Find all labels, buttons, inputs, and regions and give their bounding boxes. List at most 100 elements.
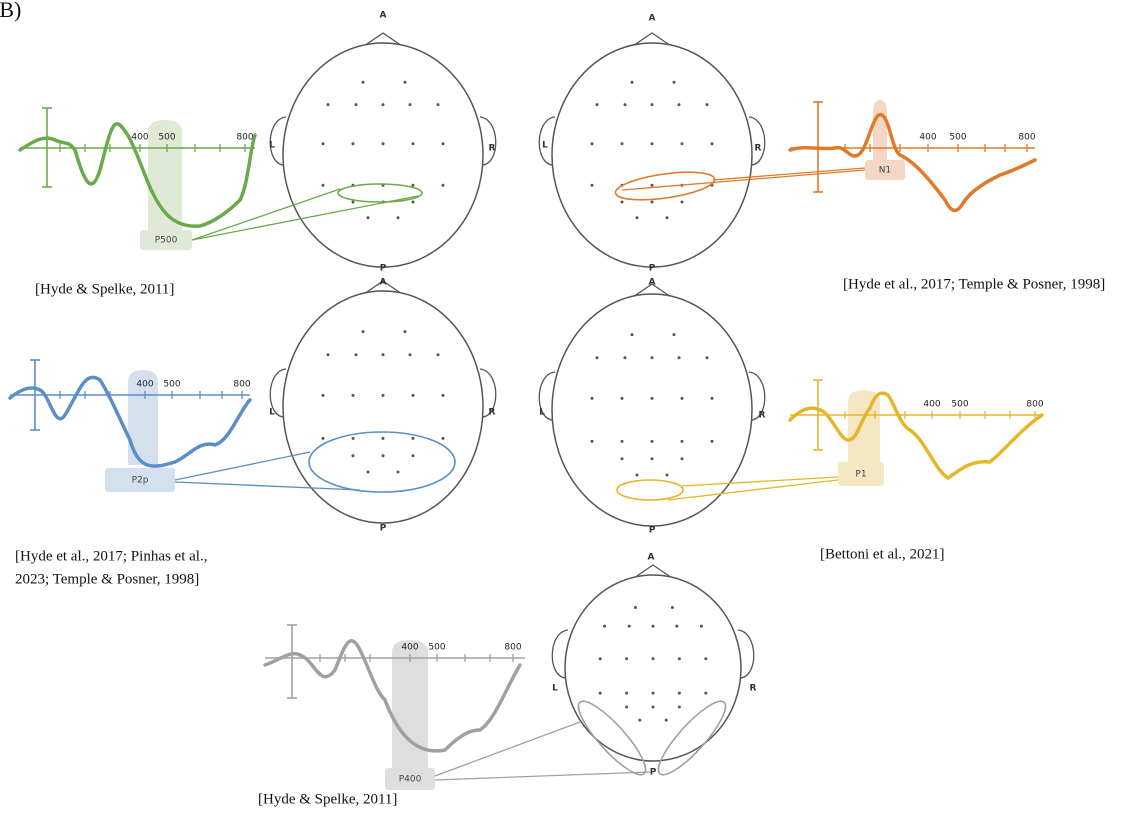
electrode (624, 356, 627, 359)
electrode (651, 103, 654, 106)
electrode (711, 440, 714, 443)
electrode (651, 184, 654, 187)
electrode (404, 81, 407, 84)
electrode (327, 103, 330, 106)
electrode (711, 397, 714, 400)
head (283, 43, 483, 267)
electrode (355, 353, 358, 356)
electrode (678, 356, 681, 359)
electrode (442, 437, 445, 440)
electrode (442, 142, 445, 145)
citation: [Hyde & Spelke, 2011] (35, 281, 174, 297)
panel: ALRP400500800P1[Bettoni et al., 2021] (539, 278, 1044, 563)
head-label: R (759, 411, 766, 421)
electrode (352, 201, 355, 204)
electrode (651, 457, 654, 460)
electrode (409, 353, 412, 356)
electrode (412, 454, 415, 457)
electrode (625, 657, 628, 660)
electrode (621, 142, 624, 145)
electrode (621, 201, 624, 204)
electrode (404, 330, 407, 333)
erp-waveform (790, 393, 1042, 478)
electrode (352, 394, 355, 397)
electrode (382, 437, 385, 440)
electrode (651, 142, 654, 145)
figure: (B) ALRP400500800P500[Hyde & Spelke, 201… (0, 0, 1145, 819)
electrode (327, 353, 330, 356)
citation: 2023; Temple & Posner, 1998] (15, 571, 199, 587)
head-label: P (380, 264, 387, 274)
head-label: A (649, 14, 656, 24)
electrode (412, 184, 415, 187)
electrode (412, 437, 415, 440)
page: {"figure_label": "(B)", "panels": [ {"co… (0, 0, 1145, 819)
electrode (651, 201, 654, 204)
tick-label: 800 (236, 133, 253, 143)
tick-label: 500 (158, 133, 175, 143)
head-label: L (552, 684, 558, 694)
head-label: A (380, 11, 387, 21)
citation: [Bettoni et al., 2021] (820, 546, 945, 562)
citation: [Hyde et al., 2017; Temple & Posner, 199… (843, 276, 1105, 292)
electrode (651, 440, 654, 443)
component-label: P400 (399, 775, 422, 785)
electrode (665, 719, 668, 722)
electrode (634, 606, 637, 609)
tick-label: 400 (131, 133, 148, 143)
head-label: R (489, 144, 496, 154)
electrode (412, 394, 415, 397)
tick-label: 800 (1018, 133, 1035, 143)
electrode (412, 201, 415, 204)
electrode (599, 692, 602, 695)
electrode (382, 142, 385, 145)
electrode (362, 81, 365, 84)
tick-label: 500 (163, 380, 180, 390)
head-label: L (269, 408, 275, 418)
electrode (397, 470, 400, 473)
electrode (352, 454, 355, 457)
electrode (704, 692, 707, 695)
electrode (621, 440, 624, 443)
electrode (322, 394, 325, 397)
electrode (631, 81, 634, 84)
electrode (711, 142, 714, 145)
electrode (596, 103, 599, 106)
head-label: L (539, 408, 545, 418)
tick-label: 400 (923, 400, 940, 410)
electrode (591, 440, 594, 443)
citation: [Hyde et al., 2017; Pinhas et al., (15, 548, 207, 564)
electrode (352, 437, 355, 440)
electrode (412, 142, 415, 145)
electrode (681, 201, 684, 204)
tick-label: 500 (949, 133, 966, 143)
electrode (638, 719, 641, 722)
electrode (666, 216, 669, 219)
electrode (636, 473, 639, 476)
connector (435, 772, 650, 780)
electrode (651, 356, 654, 359)
electrode (591, 184, 594, 187)
electrode (599, 657, 602, 660)
head (552, 294, 752, 526)
electrode (352, 142, 355, 145)
head-label: A (380, 278, 387, 288)
electrode (382, 454, 385, 457)
electrode (673, 81, 676, 84)
electrode (673, 333, 676, 336)
electrode (625, 706, 628, 709)
electrode (442, 184, 445, 187)
tick-label: 500 (951, 400, 968, 410)
electrode (621, 457, 624, 460)
head-label: R (755, 144, 762, 154)
citation: [Hyde & Spelke, 2011] (258, 791, 397, 807)
head-label: L (542, 141, 548, 151)
electrode (621, 397, 624, 400)
component-label: N1 (879, 166, 891, 176)
electrode (397, 216, 400, 219)
electrode (625, 692, 628, 695)
electrode (636, 216, 639, 219)
time-window (873, 100, 887, 165)
